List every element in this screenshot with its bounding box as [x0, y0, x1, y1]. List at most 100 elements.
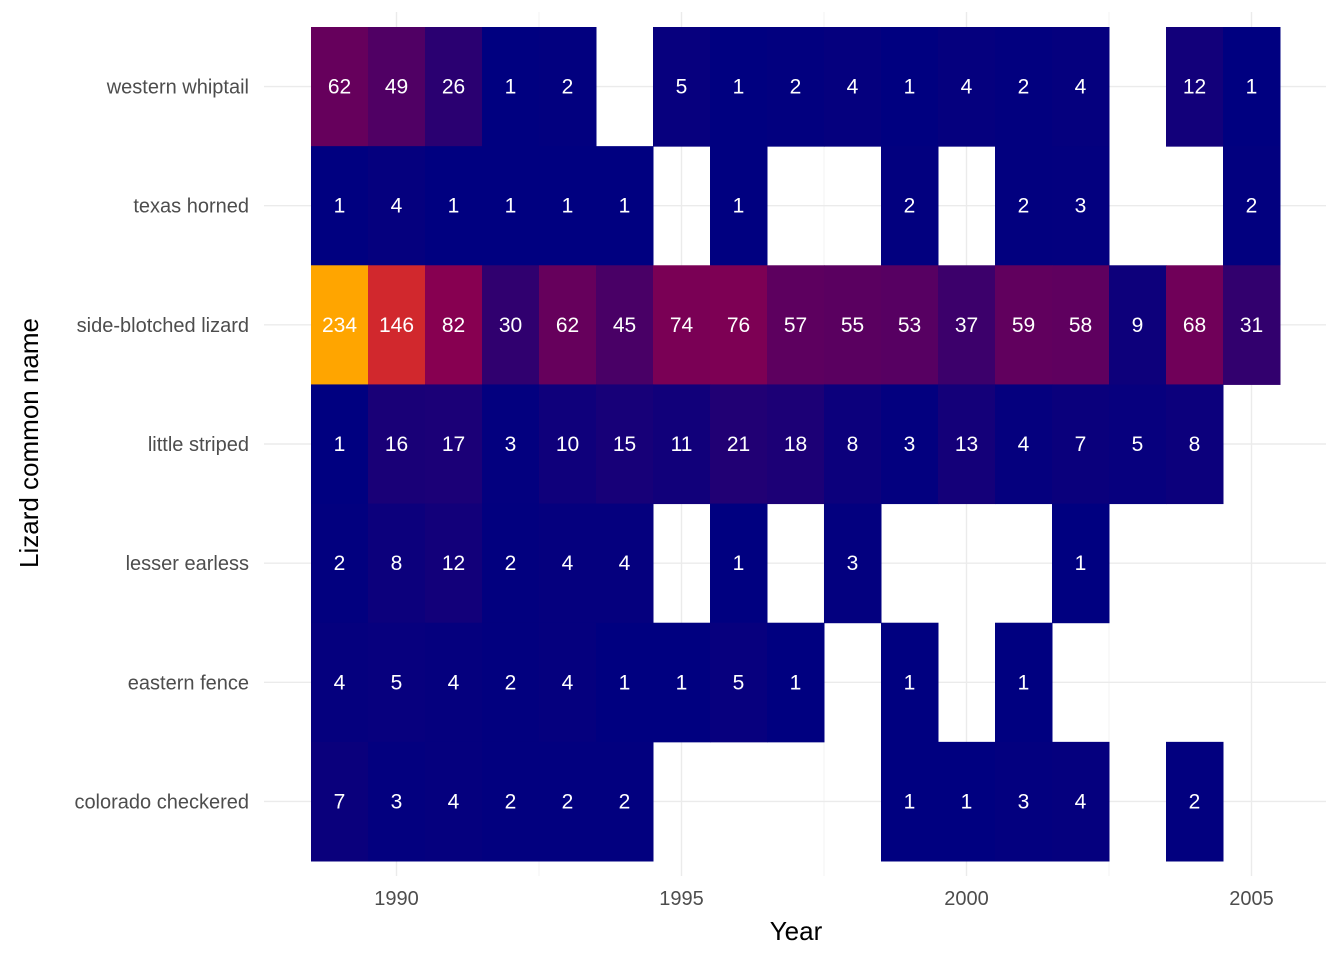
cell-value-label: 15 — [613, 433, 636, 456]
heatmap-cell — [653, 384, 711, 505]
heatmap-cell — [596, 622, 654, 743]
cell-value-label: 17 — [442, 433, 465, 456]
y-tick-label: texas horned — [133, 196, 249, 218]
cell-value-label: 4 — [961, 76, 973, 99]
heatmap-cell — [1052, 265, 1110, 385]
cell-value-label: 16 — [385, 433, 408, 456]
heatmap-cell — [653, 622, 711, 743]
cell-value-label: 1 — [619, 195, 631, 218]
cell-value-label: 1 — [904, 671, 916, 694]
heatmap-cell — [539, 741, 597, 862]
cell-value-label: 8 — [847, 433, 859, 456]
cell-value-label: 2 — [1189, 790, 1201, 813]
cell-value-label: 7 — [1075, 433, 1087, 456]
heatmap-cell — [368, 741, 426, 862]
x-axis-title: Year — [770, 916, 823, 946]
cell-value-label: 45 — [613, 314, 636, 337]
cell-value-label: 58 — [1069, 314, 1092, 337]
cell-value-label: 59 — [1012, 314, 1035, 337]
heatmap-cell — [710, 146, 768, 266]
cell-value-label: 13 — [955, 433, 978, 456]
cell-value-label: 2 — [505, 671, 517, 694]
heatmap-cell — [824, 265, 882, 385]
cell-value-label: 4 — [448, 671, 460, 694]
heatmap-cell — [1109, 265, 1167, 385]
cell-value-label: 2 — [1246, 195, 1258, 218]
heatmap-cell — [995, 146, 1053, 266]
heatmap-cell — [596, 503, 654, 624]
cell-value-label: 1 — [961, 790, 973, 813]
heatmap-cell — [425, 741, 483, 862]
cell-value-label: 1 — [790, 671, 802, 694]
cell-value-label: 4 — [619, 552, 631, 575]
cell-value-label: 7 — [334, 790, 346, 813]
cell-value-label: 10 — [556, 433, 579, 456]
heatmap-cell — [539, 622, 597, 743]
cell-value-label: 82 — [442, 314, 465, 337]
heatmap-cell — [1166, 384, 1224, 505]
heatmap-cell — [311, 146, 369, 266]
cell-value-label: 18 — [784, 433, 807, 456]
heatmap-cell — [710, 503, 768, 624]
heatmap-cell — [539, 503, 597, 624]
cell-value-label: 1 — [904, 790, 916, 813]
cell-value-label: 1 — [733, 195, 745, 218]
cell-value-label: 62 — [328, 76, 351, 99]
heatmap-cell — [710, 265, 768, 385]
cell-value-label: 1 — [1018, 671, 1030, 694]
heatmap-cell — [1166, 265, 1224, 385]
heatmap-cell — [767, 265, 825, 385]
heatmap-cell — [482, 146, 540, 266]
cell-value-label: 5 — [676, 76, 688, 99]
heatmap-cell — [596, 265, 654, 385]
heatmap-cell — [1223, 27, 1281, 147]
cell-value-label: 12 — [1183, 76, 1206, 99]
cell-value-label: 1 — [1075, 552, 1087, 575]
heatmap-cell — [482, 27, 540, 147]
y-tick-label: side-blotched lizard — [77, 315, 249, 337]
cell-value-label: 8 — [1189, 433, 1201, 456]
heatmap-cell — [539, 384, 597, 505]
heatmap-cell — [368, 503, 426, 624]
heatmap-cell — [425, 265, 483, 385]
cell-value-label: 5 — [733, 671, 745, 694]
cell-value-label: 1 — [733, 552, 745, 575]
heatmap-cell — [1052, 384, 1110, 505]
cell-value-label: 1 — [619, 671, 631, 694]
cell-value-label: 31 — [1240, 314, 1263, 337]
heatmap-cell — [311, 27, 369, 147]
cell-value-label: 12 — [442, 552, 465, 575]
heatmap-cell — [1223, 265, 1281, 385]
cell-value-label: 1 — [334, 433, 346, 456]
cell-value-label: 1 — [676, 671, 688, 694]
y-tick-label: western whiptail — [106, 77, 249, 99]
heatmap-cell — [311, 384, 369, 505]
cell-value-label: 2 — [562, 790, 574, 813]
y-axis-tick-labels: western whiptail texas horned side-blotche… — [74, 77, 249, 814]
heatmap-cell — [1052, 741, 1110, 862]
heatmap-cell — [824, 503, 882, 624]
cell-value-label: 4 — [1075, 76, 1087, 99]
heatmap-cell — [824, 27, 882, 147]
cell-value-label: 74 — [670, 314, 694, 337]
y-tick-label: little striped — [148, 434, 249, 456]
cell-value-label: 21 — [727, 433, 750, 456]
heatmap-cell — [425, 27, 483, 147]
cell-value-label: 5 — [391, 671, 403, 694]
heatmap-cell — [311, 265, 369, 385]
cell-value-label: 68 — [1183, 314, 1206, 337]
heatmap-cell — [995, 622, 1053, 743]
cell-value-label: 62 — [556, 314, 579, 337]
heatmap-cell — [995, 265, 1053, 385]
heatmap-cell — [482, 265, 540, 385]
heatmap-cell — [425, 622, 483, 743]
heatmap-cell — [1223, 146, 1281, 266]
heatmap-cell — [767, 622, 825, 743]
cell-value-label: 4 — [1075, 790, 1087, 813]
cell-value-label: 55 — [841, 314, 864, 337]
cell-value-label: 3 — [505, 433, 517, 456]
cell-value-label: 1 — [448, 195, 460, 218]
cell-value-label: 3 — [847, 552, 859, 575]
heatmap-cell — [368, 622, 426, 743]
